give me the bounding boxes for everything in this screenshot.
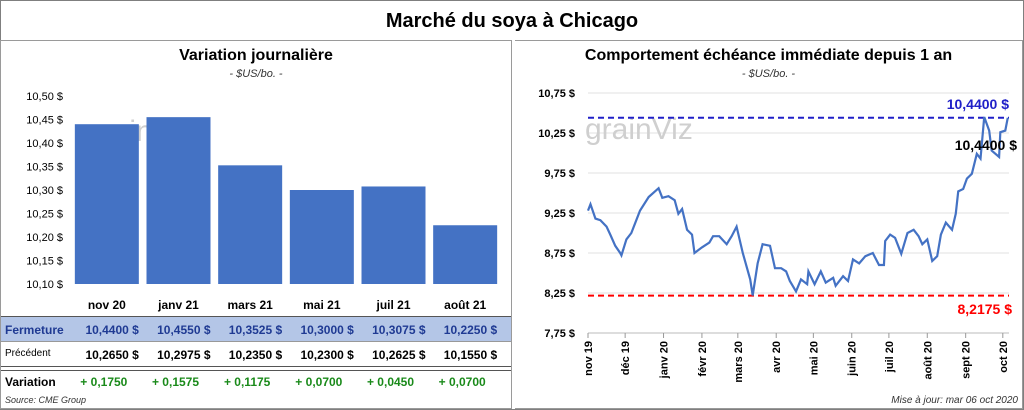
x-tick-label: mai 20 (808, 341, 820, 375)
y-tick-label: 10,15 $ (26, 256, 63, 268)
right-panel: Comportement échéance immédiate depuis 1… (515, 40, 1023, 409)
y-tick-label: 10,20 $ (26, 232, 63, 244)
x-category-label: août 21 (444, 298, 486, 312)
bar (289, 190, 354, 284)
bar (146, 117, 211, 285)
y-tick-label: 10,25 $ (538, 128, 575, 140)
y-tick-label: 9,25 $ (544, 208, 575, 220)
x-category-label: juil 21 (375, 298, 410, 312)
source-note: Source: CME Group (5, 395, 87, 405)
price-line (586, 116, 1009, 296)
bar (361, 186, 426, 284)
x-tick-label: déc 19 (620, 341, 632, 375)
x-tick-label: févr 20 (697, 341, 709, 376)
y-tick-label: 10,45 $ (26, 115, 63, 127)
cell-precedent: 10,2975 $ (157, 348, 211, 362)
y-tick-label: 10,50 $ (26, 91, 63, 103)
line-chart: 7,75 $ 8,25 $ 8,75 $ 9,25 $ 9,75 $ 10,25 $ 10,… (538, 88, 1017, 383)
line-chart-title: Comportement échéance immédiate depuis 1… (584, 47, 953, 64)
cell-fermeture: 10,2250 $ (443, 323, 498, 337)
x-category-label: nov 20 (88, 298, 126, 312)
last-label: 10,4400 $ (955, 137, 1017, 153)
y-tick-label: 7,75 $ (544, 328, 575, 340)
row-label-precedent: Précédent (5, 348, 51, 359)
bar (218, 165, 283, 284)
x-tick-label: sept 20 (961, 341, 973, 379)
left-panel: Variation journalière - $US/bo. - 10,10 … (0, 40, 512, 409)
x-tick-label: juin 20 (847, 341, 859, 377)
x-tick-label: nov 19 (583, 341, 595, 376)
cell-precedent: 10,2300 $ (300, 348, 354, 362)
cell-fermeture: 10,3000 $ (300, 323, 354, 337)
cell-variation: + 0,0700 (438, 375, 486, 389)
y-tick-label: 9,75 $ (544, 168, 575, 180)
high-label: 10,4400 $ (947, 96, 1009, 112)
cell-precedent: 10,2350 $ (228, 348, 283, 362)
cell-variation: + 0,1750 (80, 375, 128, 389)
x-tick-label: juil 20 (884, 341, 896, 373)
cell-variation: + 0,0700 (295, 375, 343, 389)
x-tick-label: mars 20 (733, 341, 745, 383)
row-label-variation: Variation (5, 375, 56, 389)
bar (74, 124, 139, 284)
cell-fermeture: 10,3525 $ (228, 323, 283, 337)
y-tick-label: 10,35 $ (26, 162, 63, 174)
y-tick-label: 8,75 $ (544, 248, 575, 260)
cell-precedent: 10,2625 $ (372, 348, 426, 362)
row-label-fermeture: Fermeture (5, 323, 64, 337)
cell-precedent: 10,1550 $ (443, 348, 498, 362)
y-tick-label: 10,75 $ (538, 88, 575, 100)
x-category-label: mai 21 (303, 298, 341, 312)
bar (433, 225, 498, 284)
cell-fermeture: 10,4550 $ (157, 323, 211, 337)
bar-chart: 10,10 $ 10,15 $ 10,20 $ 10,25 $ 10,30 $ 10,35… (26, 91, 498, 312)
x-tick-label: oct 20 (998, 341, 1010, 373)
low-label: 8,2175 $ (958, 301, 1013, 317)
line-chart-subtitle: - $US/bo. - (741, 68, 796, 80)
update-note: Mise à jour: mar 06 oct 2020 (891, 395, 1018, 406)
cell-variation: + 0,1575 (151, 375, 200, 389)
cell-precedent: 10,2650 $ (85, 348, 139, 362)
x-category-label: janv 21 (157, 298, 199, 312)
x-category-label: mars 21 (227, 298, 273, 312)
fermeture-row-bg (1, 316, 511, 342)
table-double-rule (1, 366, 511, 371)
y-tick-label: 8,25 $ (544, 288, 575, 300)
x-tick-label: avr 20 (771, 341, 783, 373)
y-tick-label: 10,25 $ (26, 209, 63, 221)
cell-variation: + 0,1175 (223, 375, 271, 389)
cell-fermeture: 10,4400 $ (85, 323, 139, 337)
y-tick-label: 10,40 $ (26, 138, 63, 150)
page-title: Marché du soya à Chicago (385, 10, 639, 32)
y-tick-label: 10,10 $ (26, 279, 63, 291)
bar-chart-subtitle: - $US/bo. - (229, 68, 283, 80)
x-tick-label: août 20 (922, 341, 934, 380)
x-tick-label: janv 20 (659, 341, 671, 379)
cell-variation: + 0,0450 (366, 375, 415, 389)
cell-fermeture: 10,3075 $ (372, 323, 426, 337)
bar-chart-title: Variation journalière (179, 47, 333, 64)
y-tick-label: 10,30 $ (26, 185, 63, 197)
